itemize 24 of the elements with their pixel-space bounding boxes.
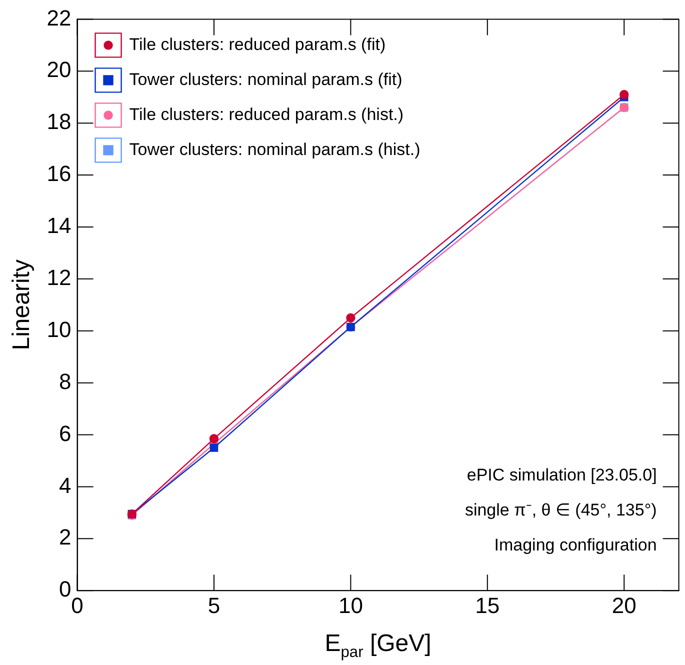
- y-tick-label: 10: [46, 316, 72, 342]
- y-tick-label: 0: [59, 576, 72, 602]
- x-tick-label: 15: [475, 592, 500, 618]
- y-tick-label: 18: [46, 109, 72, 134]
- legend-label: Tile clusters: reduced param.s (hist.): [129, 104, 404, 124]
- annotation: Imaging configuration: [494, 536, 657, 555]
- x-tick-label: 20: [612, 592, 636, 618]
- x-tick-label: 5: [208, 592, 220, 618]
- y-tick-label: 22: [46, 5, 72, 30]
- annotation: single π⁻, θ ∈ (45°, 135°): [464, 500, 657, 520]
- y-tick-label: 20: [46, 57, 72, 82]
- x-tick-label: 10: [338, 592, 363, 618]
- legend-label: Tower clusters: nominal param.s (hist.): [129, 140, 420, 159]
- y-tick-label: 14: [46, 213, 72, 238]
- y-tick-label: 2: [59, 524, 72, 550]
- y-tick-label: 6: [59, 420, 72, 446]
- y-tick-label: 8: [59, 368, 72, 394]
- y-tick-label: 16: [46, 161, 72, 186]
- legend-label: Tile clusters: reduced param.s (fit): [129, 34, 386, 54]
- legend-label: Tower clusters: nominal param.s (fit): [129, 70, 402, 89]
- y-axis-title: Linearity: [8, 260, 36, 350]
- y-tick-label: 4: [59, 472, 72, 498]
- y-tick-label: 12: [46, 264, 72, 290]
- annotation: ePIC simulation [23.05.0]: [466, 466, 657, 485]
